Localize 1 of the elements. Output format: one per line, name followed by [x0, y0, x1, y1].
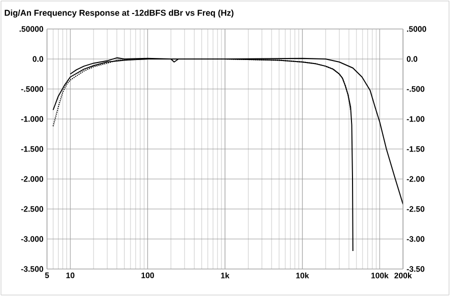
chart-title: Dig/An Frequency Response at -12dBFS dBr vs Freq (Hz) [4, 10, 234, 18]
